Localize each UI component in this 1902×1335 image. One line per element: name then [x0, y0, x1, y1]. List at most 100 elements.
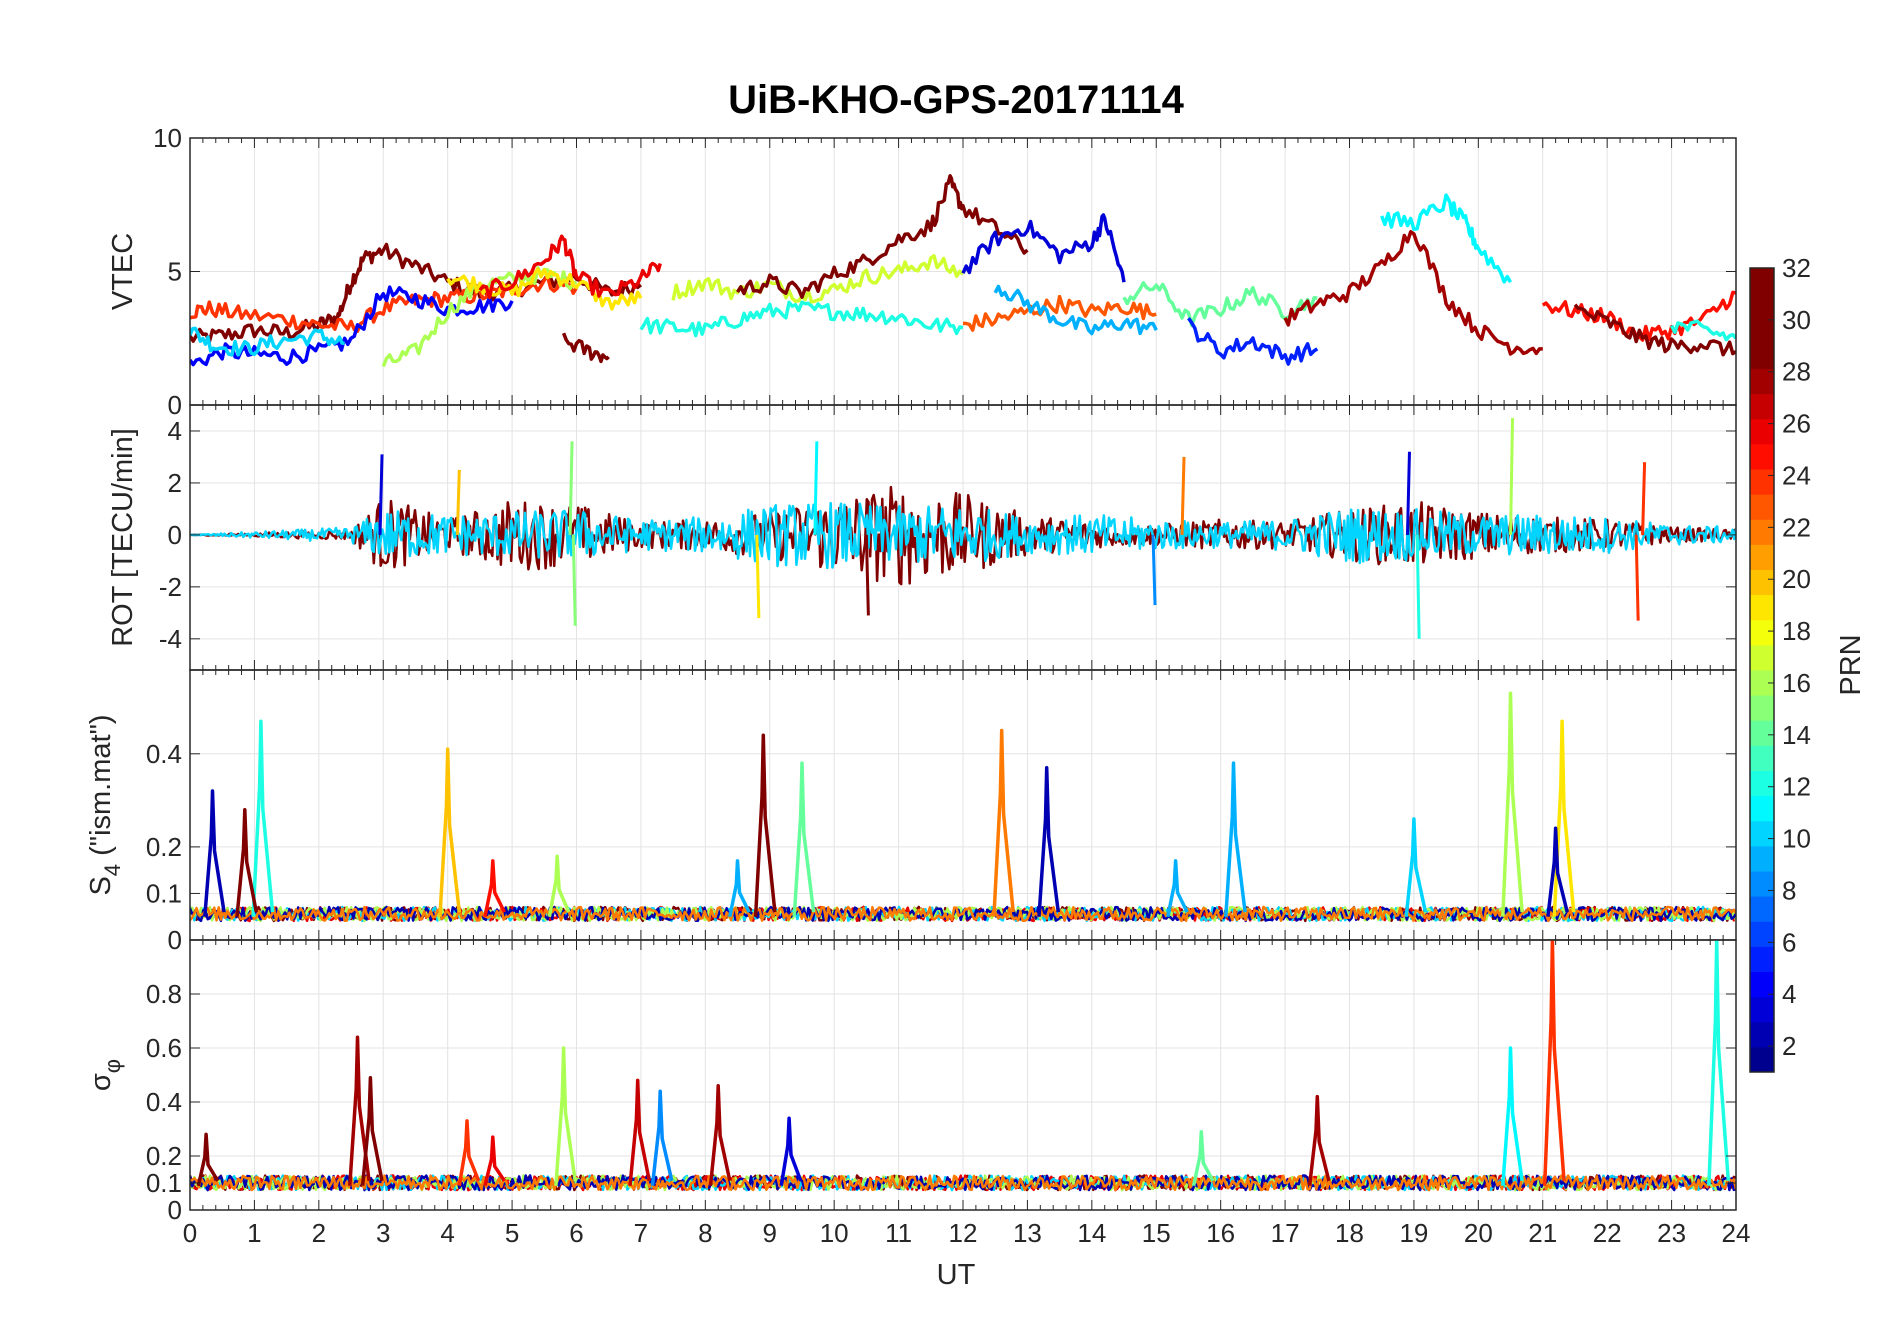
colorbar-swatch: [1750, 1046, 1774, 1073]
colorbar-tick-label: 22: [1782, 512, 1811, 542]
s4-peak-prn-9: [728, 859, 751, 918]
colorbar-tick-label: 14: [1782, 720, 1811, 750]
colorbar-swatch: [1750, 1021, 1774, 1048]
colorbar-tick-label: 30: [1782, 305, 1811, 335]
colorbar-swatch: [1750, 795, 1774, 822]
vtec-series-prn-10: [190, 326, 345, 357]
colorbar-swatch: [1750, 921, 1774, 947]
sigma_phi-baseline-prn-22: [190, 1174, 1736, 1192]
colorbar-tick-label: 2: [1782, 1031, 1796, 1061]
s4-peak-prn-2: [203, 789, 226, 917]
y-axis-label-sub: 4: [100, 864, 125, 876]
sigma_phi-peak-prn-30: [360, 1075, 384, 1186]
rot-spike-prn-16: [1509, 417, 1515, 535]
y-tick-label: 0.4: [146, 739, 182, 769]
colorbar-swatch: [1750, 443, 1774, 470]
x-tick-label: 19: [1399, 1218, 1428, 1248]
colorbar-swatch: [1750, 569, 1774, 596]
s4-peak-prn-19: [1552, 719, 1576, 917]
sigma_phi-peak-prn-28: [1307, 1094, 1331, 1186]
vtec-series-prn-25: [1541, 290, 1736, 342]
sigma_phi-peak-prn-26: [483, 1135, 506, 1187]
vtec-series-prn-23: [962, 294, 1157, 332]
colorbar-swatch: [1750, 820, 1774, 847]
colorbar-label: PRN: [1835, 634, 1867, 695]
y-tick-label: 0.4: [146, 1087, 182, 1117]
x-tick-label: 22: [1593, 1218, 1622, 1248]
sigma_phi-peak-prn-24: [1542, 940, 1566, 1186]
rot-spike-prn-20: [455, 469, 461, 535]
y-tick-label: 2: [168, 468, 182, 498]
panel-ticks: [189, 940, 1737, 1210]
x-tick-label: 5: [505, 1218, 519, 1248]
colorbar-tick-label: 12: [1782, 772, 1811, 802]
rot-series-prn-10: [190, 501, 1736, 570]
y-tick-label: 0: [168, 520, 182, 550]
colorbar-tick-label: 8: [1782, 875, 1796, 905]
rot-spike-prn-12: [1415, 534, 1421, 639]
colorbar-swatch: [1750, 896, 1774, 922]
y-tick-label: 0.2: [146, 1141, 182, 1171]
sigma_phi-peak-prn-28: [348, 1035, 371, 1186]
vtec-series-prn-5: [1187, 317, 1319, 366]
vtec-series-prn-31: [1573, 303, 1736, 357]
s4-peak-prn-2: [1546, 826, 1569, 917]
vtec-series-prn-12: [639, 300, 964, 338]
s4-baseline-prn-22: [190, 905, 1736, 923]
colorbar-tick-label: 28: [1782, 357, 1811, 387]
colorbar-tick-label: 32: [1782, 253, 1811, 283]
y-tick-label: 0.6: [146, 1033, 182, 1063]
sigma_phi-peak-prn-30: [196, 1132, 220, 1187]
panel-plot-area: [190, 417, 1736, 639]
rot-spike-prn-22: [1180, 456, 1186, 535]
colorbar-swatch: [1750, 318, 1774, 344]
colorbar-swatch: [1750, 494, 1774, 520]
rot-spike-prn-24: [1641, 462, 1647, 535]
colorbar-swatch: [1750, 368, 1774, 395]
x-tick-label: 17: [1271, 1218, 1300, 1248]
x-tick-label: 8: [698, 1218, 712, 1248]
vtec-series-prn-9: [993, 284, 1158, 336]
colorbar-frame: [1749, 267, 1775, 1073]
panel-plot-area: [190, 691, 1736, 923]
colorbar-tick-label: 26: [1782, 409, 1811, 439]
sigma_phi-peak-prn-16: [554, 1046, 577, 1186]
s4-peak-prn-9: [1224, 761, 1247, 917]
vtec-series-prn-4: [190, 285, 514, 367]
x-tick-label: 1: [247, 1218, 261, 1248]
vtec-series-prn-31: [561, 332, 610, 364]
s4-peak-prn-14: [792, 761, 816, 917]
rot-spike-prn-11: [813, 441, 819, 535]
s4-peak-prn-12: [251, 719, 275, 917]
rot-spike-prn-8: [1151, 534, 1157, 606]
colorbar-tick-label: 20: [1782, 564, 1811, 594]
x-tick-label: 7: [634, 1218, 648, 1248]
y-tick-label: 10: [153, 123, 182, 153]
colorbar-swatch: [1750, 996, 1774, 1023]
sigma_phi-peak-prn-12: [1707, 940, 1731, 1186]
colorbar-swatch: [1750, 845, 1774, 872]
colorbar-swatch: [1750, 745, 1774, 771]
panel-s4: 0 0.1 0.2 0.4 S4 ("ism.mat"): [85, 669, 1737, 955]
x-tick-label: 12: [949, 1218, 978, 1248]
x-tick-label: 10: [820, 1218, 849, 1248]
s4-peak-prn-16: [547, 854, 571, 918]
y-axis-label-main: S: [85, 876, 117, 895]
y-axis-label-s4: S4 ("ism.mat"): [85, 714, 125, 895]
sigma_phi-peak-prn-8: [650, 1089, 674, 1186]
y-tick-label: 0: [168, 390, 182, 420]
rot-spike-prn-24: [1634, 534, 1640, 621]
rot-spike-prn-30: [864, 534, 870, 616]
x-tick-label: 9: [763, 1218, 777, 1248]
s4-peak-prn-10: [1404, 817, 1428, 917]
colorbar-tick-label: 18: [1782, 616, 1811, 646]
rot-spike-prn-3: [378, 454, 384, 535]
vtec-series-prn-28: [1283, 230, 1543, 356]
colorbar-tick-label: 16: [1782, 668, 1811, 698]
panel-plot-area: [190, 174, 1736, 368]
panel-vtec: 0 5 10 VTEC: [107, 123, 1737, 420]
colorbar-swatch: [1750, 619, 1774, 646]
colorbar-swatch: [1750, 343, 1774, 369]
vtec-series-prn-29: [736, 174, 1029, 299]
